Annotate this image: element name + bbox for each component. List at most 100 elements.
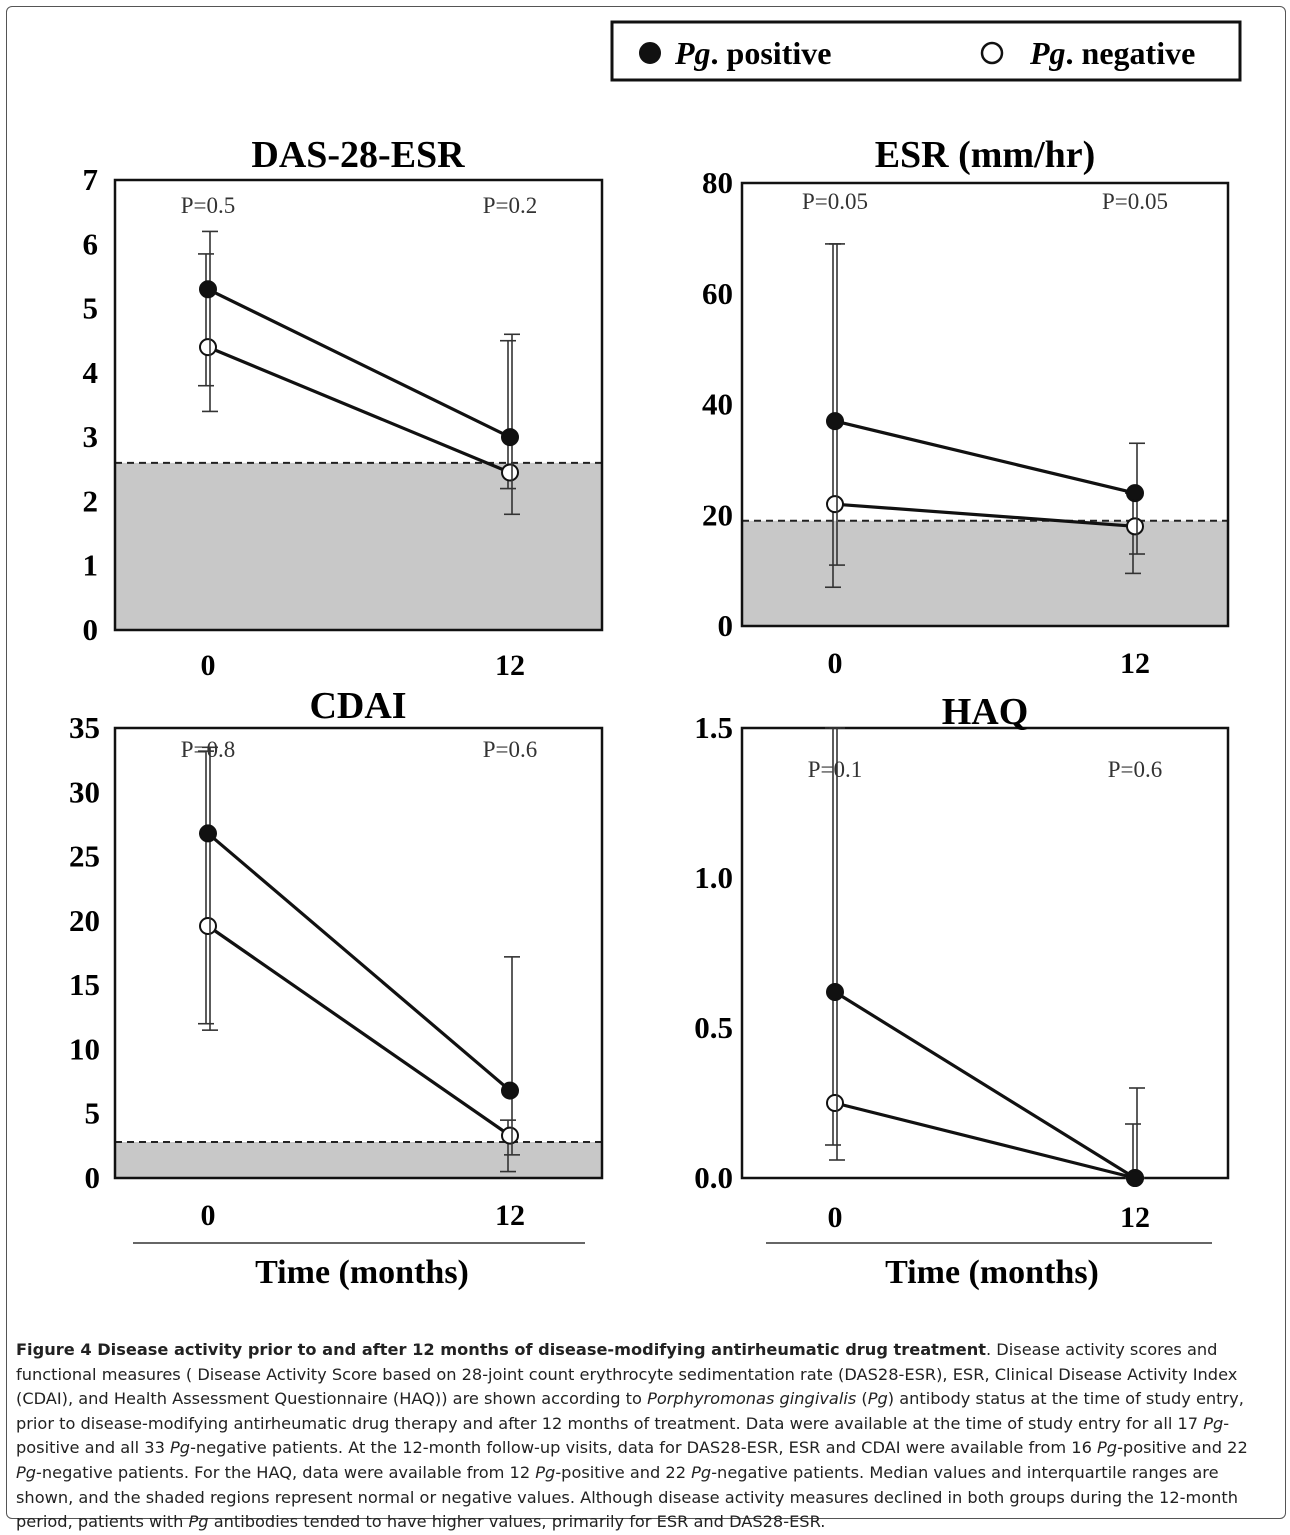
data-point-positive xyxy=(501,428,519,447)
p-value-label: P=0.05 xyxy=(1102,189,1168,214)
legend-label-negative-italic: Pg xyxy=(1029,35,1066,71)
chart-title: HAQ xyxy=(942,691,1029,733)
y-tick-label: 5 xyxy=(85,1096,101,1131)
series-line xyxy=(834,419,1136,495)
caption-body: . Disease activity scores and functional… xyxy=(16,1340,1248,1531)
y-tick-label: 1 xyxy=(83,548,99,583)
x-tick-label: 12 xyxy=(1120,1201,1150,1234)
chart-title: DAS-28-ESR xyxy=(251,134,465,176)
chart-panel-2: ESR (mm/hr) 0 20 40 60 80 0 12 P=0.05 P=0.05 xyxy=(702,134,1230,680)
data-point-negative xyxy=(1126,517,1144,536)
legend-label-negative-rest: . negative xyxy=(1066,35,1196,71)
p-value-label: P=0.6 xyxy=(1108,757,1163,782)
x-tick-label: 12 xyxy=(495,1199,525,1232)
legend-label-positive-italic: Pg xyxy=(674,35,711,71)
data-point-negative xyxy=(826,1094,844,1112)
y-tick-label: 80 xyxy=(702,165,733,200)
data-point-positive xyxy=(199,280,217,299)
series-line xyxy=(834,990,1136,1180)
y-tick-label: 20 xyxy=(69,903,100,938)
series-line xyxy=(207,924,511,1137)
caption-text: -positive and 22 xyxy=(555,1462,692,1482)
y-tick-label: 1.0 xyxy=(694,860,733,895)
chart-title: CDAI xyxy=(309,685,406,727)
figure-canvas: Pg. positive Pg. negative DAS-28-ESR01234… xyxy=(69,20,1242,1291)
caption-text: -positive and all 33 xyxy=(16,1413,1230,1458)
caption-text: ) antibody status at the time of study e… xyxy=(16,1389,1244,1433)
y-tick-label: 60 xyxy=(702,276,733,311)
legend-label-positive: Pg. positive xyxy=(674,35,831,71)
y-tick-label: 15 xyxy=(69,967,100,1002)
data-point-negative xyxy=(199,338,217,357)
legend-label-negative: Pg. negative xyxy=(1029,35,1195,71)
x-axis-title: Time (months) xyxy=(255,1254,469,1291)
plot-frame xyxy=(113,178,604,632)
y-tick-label: 40 xyxy=(702,387,733,422)
x-tick-label: 12 xyxy=(495,649,525,682)
caption-text: . Disease activity scores and functional… xyxy=(16,1340,1238,1409)
y-tick-label: 20 xyxy=(702,497,733,532)
y-tick-label: 5 xyxy=(83,291,99,326)
series-line xyxy=(207,287,511,439)
plot-frame xyxy=(113,726,604,1180)
y-tick-label: 30 xyxy=(69,774,100,809)
y-tick-label: 10 xyxy=(69,1031,100,1066)
y-tick-label: 7 xyxy=(83,162,99,197)
caption-italic-term: Pg xyxy=(691,1462,712,1482)
caption-italic-term: Pg xyxy=(16,1462,37,1482)
chart-panel-3: CDAI 0 5 10 15 20 25 30 35 0 12 P=0.8 P=0.6 xyxy=(69,685,604,1232)
x-tick-label: 0 xyxy=(201,649,216,682)
caption-italic-term: Pg xyxy=(188,1512,209,1532)
p-value-label: P=0.5 xyxy=(181,193,236,218)
caption-italic-term: Pg xyxy=(535,1462,556,1482)
chart-title: ESR (mm/hr) xyxy=(875,134,1096,176)
caption-italic-term: Pg xyxy=(1097,1438,1118,1458)
caption-text: -negative patients. For the HAQ, data we… xyxy=(36,1462,536,1482)
normal-range-shading xyxy=(742,520,1228,626)
normal-range-shading xyxy=(115,1142,602,1178)
p-value-label: P=0.6 xyxy=(483,737,538,762)
y-tick-label: 0.5 xyxy=(694,1010,733,1045)
series-line xyxy=(207,345,511,474)
y-tick-label: 0.0 xyxy=(694,1160,733,1195)
legend: Pg. positive Pg. negative xyxy=(610,20,1242,82)
y-tick-label: 2 xyxy=(83,483,99,518)
y-tick-label: 0 xyxy=(718,608,734,643)
chart-panel-4: HAQ 0.0 0.5 1.0 1.5 0 12 P=0.1 P=0.6 xyxy=(694,691,1230,1234)
caption-label: Figure 4 Disease activity prior to and a… xyxy=(16,1340,987,1359)
data-point-positive xyxy=(1126,484,1144,503)
figure-frame xyxy=(6,6,1286,1519)
y-tick-label: 6 xyxy=(83,226,99,261)
caption-text: -negative patients. At the 12-month foll… xyxy=(190,1438,1098,1458)
y-tick-label: 25 xyxy=(69,839,100,874)
legend-marker-negative xyxy=(980,41,1004,65)
data-point-positive xyxy=(501,1081,519,1100)
p-value-label: P=0.05 xyxy=(802,189,868,214)
caption-italic-term: Pg xyxy=(170,1438,191,1458)
caption-text: -negative patients. Median values and in… xyxy=(16,1462,1239,1532)
caption-text: antibodies tended to have higher values,… xyxy=(208,1512,826,1532)
p-value-label: P=0.2 xyxy=(483,193,538,218)
plot-frame xyxy=(740,181,1230,628)
data-point-negative xyxy=(501,463,519,482)
caption-italic-term: Pg xyxy=(867,1389,888,1409)
caption-italic-term: Porphyromonas gingivalis xyxy=(647,1389,857,1409)
data-point-negative xyxy=(826,495,844,514)
caption-text: ( xyxy=(856,1389,868,1409)
time-axes: Time (months) Time (months) xyxy=(133,1242,1212,1291)
caption-italic-term: Pg xyxy=(1203,1413,1224,1433)
x-axis-title: Time (months) xyxy=(885,1254,1099,1291)
y-tick-label: 4 xyxy=(83,355,99,390)
x-tick-label: 0 xyxy=(828,1201,843,1234)
legend-label-positive-rest: . positive xyxy=(711,35,832,71)
series-line xyxy=(206,832,512,1092)
y-tick-label: 35 xyxy=(69,710,100,745)
x-tick-label: 0 xyxy=(201,1199,216,1232)
figure-caption: Figure 4 Disease activity prior to and a… xyxy=(16,1338,1278,1535)
data-point-negative xyxy=(199,917,217,935)
plot-frame xyxy=(740,726,1230,1180)
y-tick-label: 0 xyxy=(85,1160,101,1195)
data-point-positive xyxy=(199,824,217,843)
y-tick-label: 1.5 xyxy=(694,710,733,745)
